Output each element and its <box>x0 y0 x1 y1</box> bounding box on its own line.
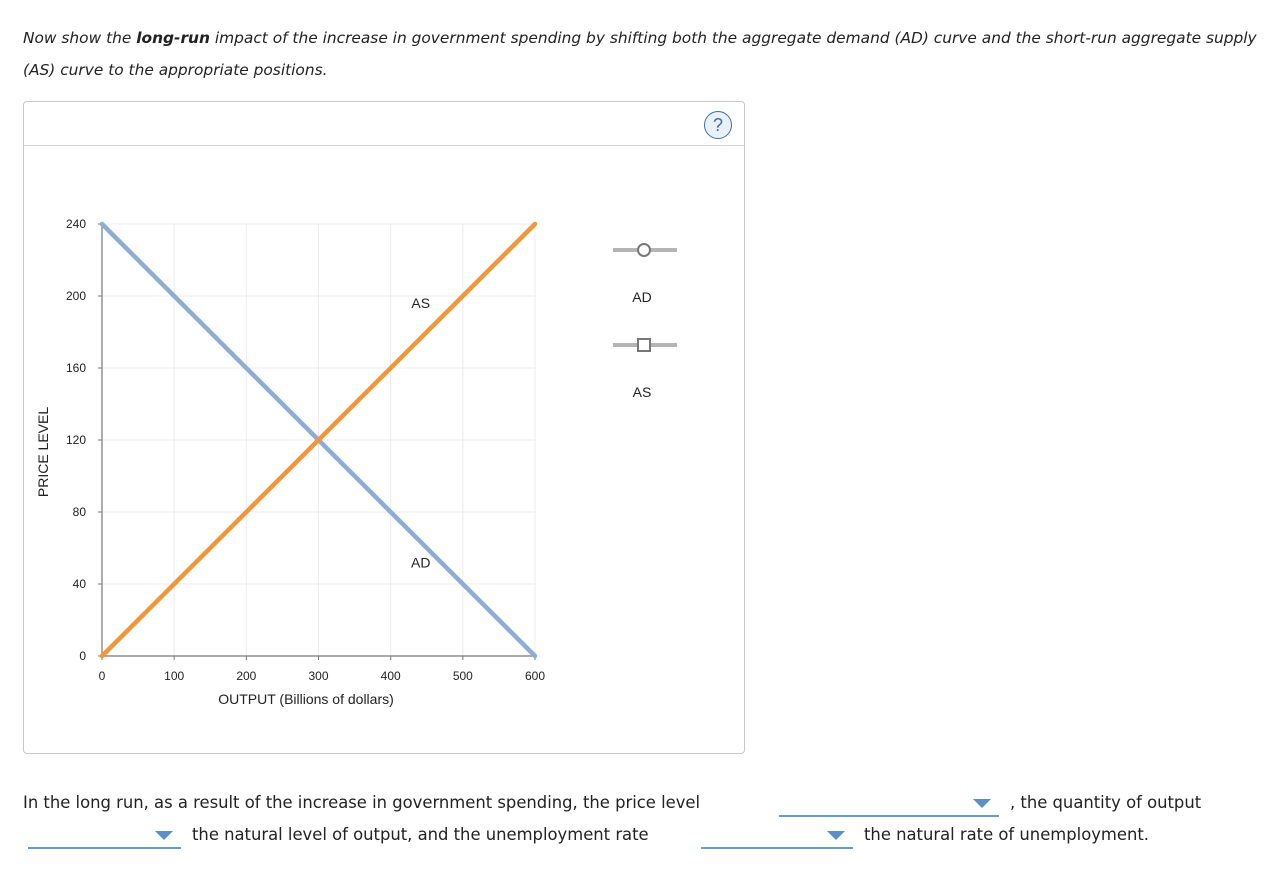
y-tick-label: 160 <box>66 361 86 375</box>
unemployment-dropdown[interactable] <box>701 825 853 849</box>
chevron-down-icon <box>827 831 845 840</box>
x-tick-label: 0 <box>99 669 106 683</box>
price-level-dropdown[interactable] <box>779 793 999 817</box>
question-text-4: the natural rate of unemployment. <box>864 825 1150 844</box>
chevron-down-icon <box>155 831 173 840</box>
y-tick-label: 0 <box>79 649 86 663</box>
circle-icon[interactable] <box>637 243 651 257</box>
panel-divider <box>24 145 744 146</box>
question-text-3: the natural level of output, and the une… <box>192 825 649 844</box>
output-dropdown[interactable] <box>28 825 181 849</box>
x-tick-label: 100 <box>164 669 184 683</box>
y-tick-label: 40 <box>73 577 87 591</box>
x-tick-label: 500 <box>453 669 473 683</box>
square-icon[interactable] <box>637 338 651 352</box>
curve-as[interactable] <box>99 221 538 659</box>
curve-label-ad: AD <box>411 554 430 570</box>
y-tick-label: 120 <box>66 433 86 447</box>
question-text-1: In the long run, as a result of the incr… <box>23 793 701 812</box>
x-tick-label: 600 <box>525 669 545 683</box>
x-axis-label: OUTPUT (Billions of dollars) <box>218 691 394 707</box>
question-text-2: , the quantity of output <box>1010 793 1202 812</box>
legend-label-ad: AD <box>632 289 651 305</box>
graph-panel: ? <box>23 101 745 754</box>
y-tick-label: 240 <box>66 217 86 231</box>
instructions: Now show the long-run impact of the incr… <box>23 22 1263 86</box>
y-tick-label: 200 <box>66 289 86 303</box>
curve-label-as: AS <box>411 295 430 311</box>
legend-label-as: AS <box>633 384 652 400</box>
x-tick-label: 300 <box>308 669 328 683</box>
chevron-down-icon <box>973 799 991 808</box>
instructions-text: Now show the <box>23 29 137 47</box>
help-icon[interactable]: ? <box>704 111 732 139</box>
y-tick-label: 80 <box>73 505 87 519</box>
x-tick-label: 200 <box>236 669 256 683</box>
instructions-bold: long-run <box>136 29 210 47</box>
x-tick-label: 400 <box>381 669 401 683</box>
y-axis-label: PRICE LEVEL <box>35 407 51 497</box>
instructions-text-2: impact of the increase in government spe… <box>23 29 1257 79</box>
